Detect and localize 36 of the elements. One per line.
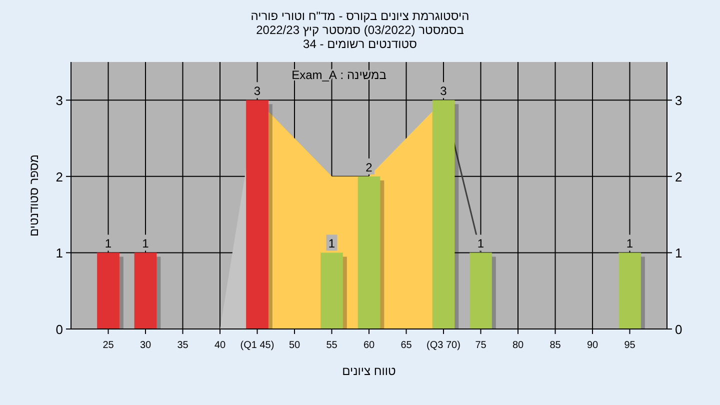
x-tick-label: 30: [140, 340, 152, 351]
data-label: 2: [366, 160, 373, 174]
x-axis-title: טווח ציונים: [342, 364, 396, 378]
data-label: 3: [254, 84, 261, 98]
x-tick-label: 95: [624, 340, 636, 351]
y2-tick-label: 1: [675, 246, 682, 261]
y-tick-label: 0: [56, 322, 63, 337]
y-tick-label: 1: [56, 246, 63, 261]
x-tick-label: (Q3 70): [426, 340, 460, 351]
x-tick-label: 60: [363, 340, 375, 351]
x-tick-label: 85: [550, 340, 562, 351]
x-tick-label: 75: [475, 340, 487, 351]
x-tick-label: 35: [177, 340, 189, 351]
data-label: 1: [104, 236, 112, 251]
x-tick-label: (Q1 45): [240, 340, 274, 351]
y2-tick-label: 3: [675, 93, 682, 108]
y-axis-title: מספר סטודנטים: [27, 154, 41, 237]
data-label: 1: [626, 236, 634, 251]
x-tick-label: 90: [586, 340, 598, 351]
x-tick-label: 50: [288, 340, 300, 351]
y2-tick-label: 0: [675, 322, 682, 337]
x-tick-label: 40: [214, 340, 226, 351]
x-tick-label: 65: [400, 340, 412, 351]
x-tick-label: 80: [512, 340, 524, 351]
text: בסמסטר (03/2022) סמסטר קיץ 2022/23: [256, 23, 464, 37]
y-tick-label: 3: [56, 93, 63, 108]
x-tick-label: 55: [326, 340, 338, 351]
text: סטודנטים רשומים - 34: [303, 37, 417, 51]
data-label: 1: [328, 236, 336, 251]
data-label: 1: [142, 236, 150, 251]
y2-tick-label: 2: [675, 169, 682, 184]
x-tick-label: 25: [102, 340, 114, 351]
data-label: 3: [440, 84, 448, 98]
data-label: 1: [477, 236, 484, 251]
y-tick-label: 2: [56, 169, 63, 184]
chart-title: היסטוגרמת ציונים בקורס - מד"ח וטורי פוריה: [250, 9, 470, 23]
